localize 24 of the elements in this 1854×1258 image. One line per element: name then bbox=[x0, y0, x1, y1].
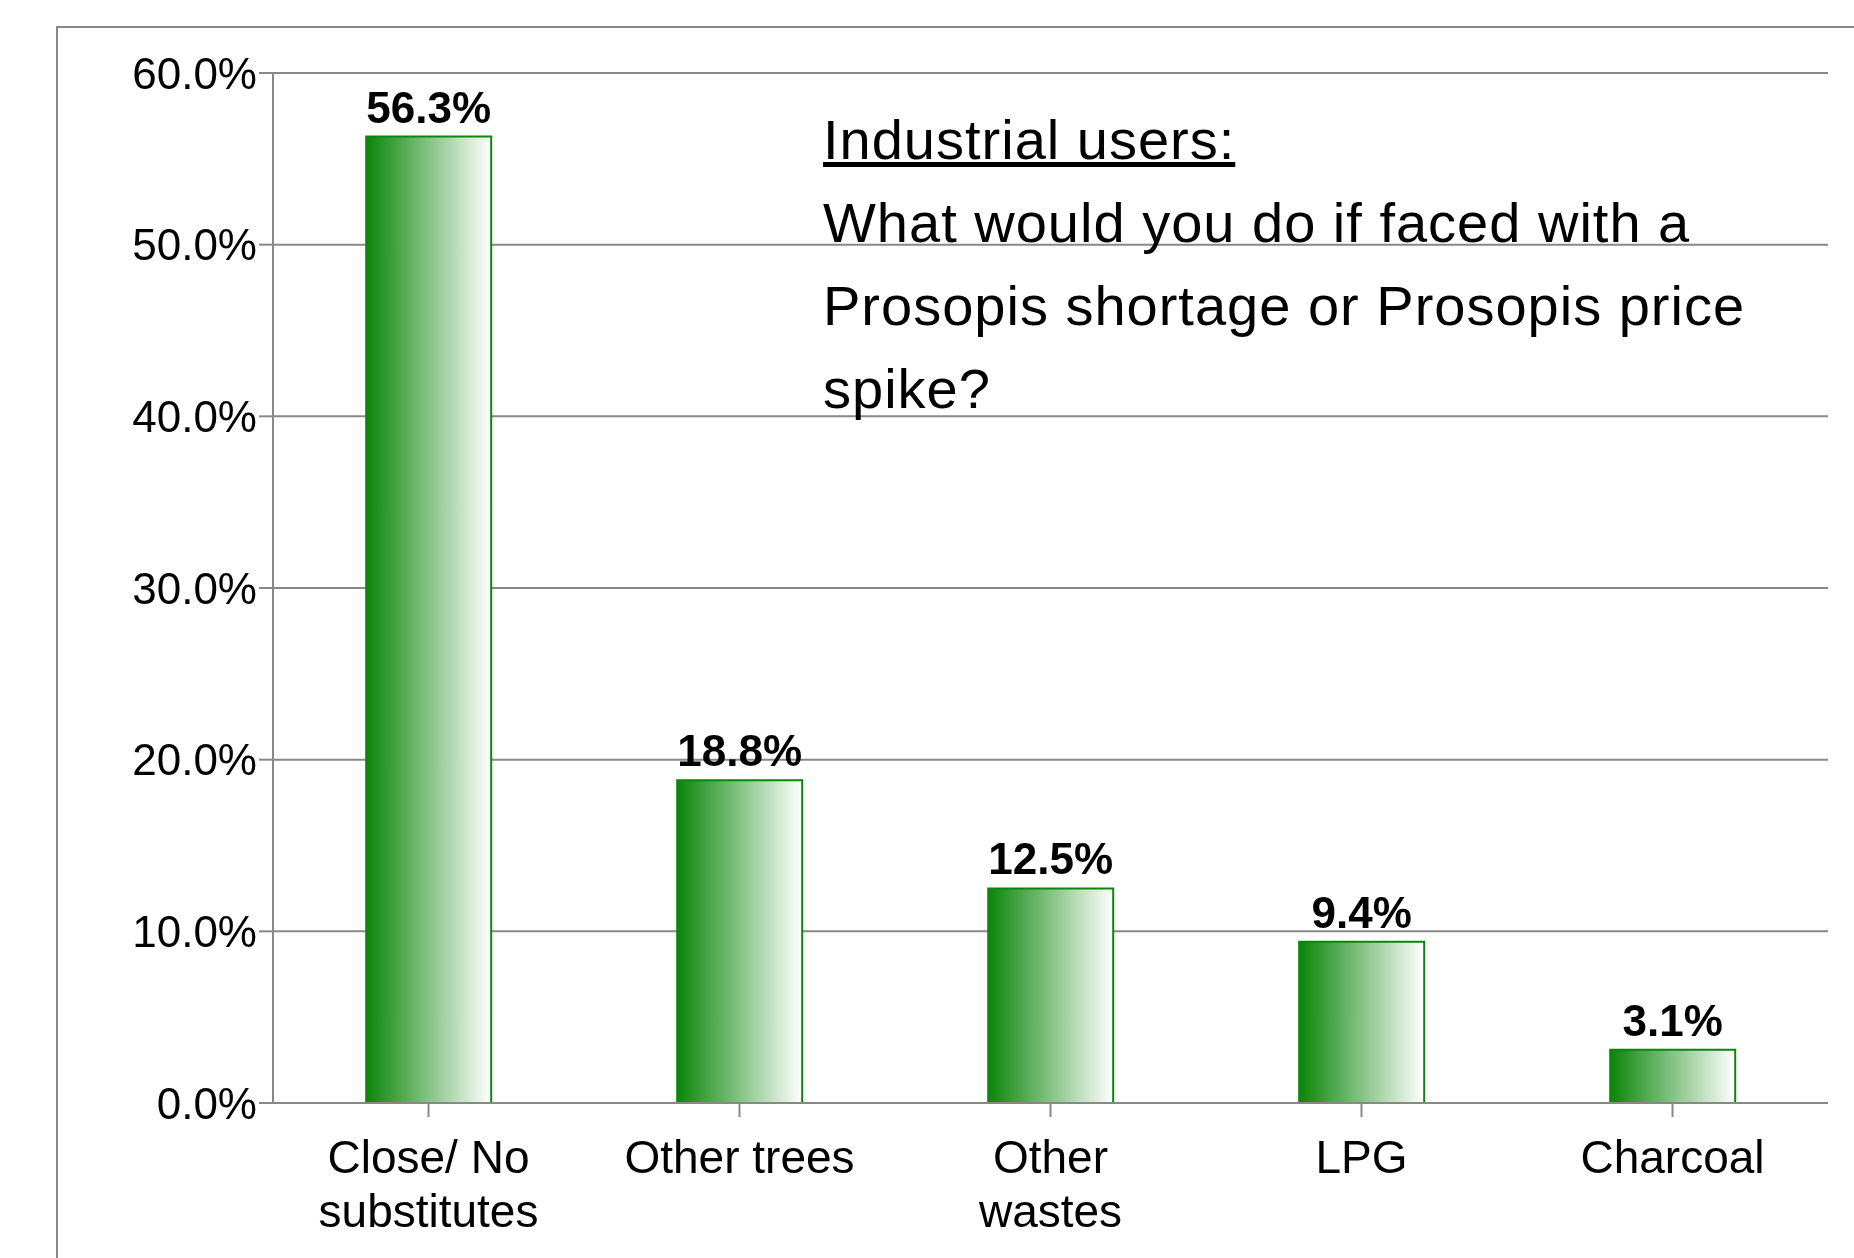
y-tick-label: 10.0% bbox=[132, 906, 257, 956]
annotation: Industrial users: bbox=[823, 107, 1237, 173]
y-tick-label: 0.0% bbox=[156, 1078, 257, 1128]
bar bbox=[1298, 940, 1426, 1103]
data-label: 3.1% bbox=[1622, 995, 1723, 1045]
data-label: 56.3% bbox=[366, 82, 492, 132]
x-tick-label: Charcoal bbox=[1580, 1131, 1765, 1183]
x-tick-label: Other trees bbox=[624, 1131, 855, 1183]
bar bbox=[1609, 1048, 1737, 1103]
y-tick-label: 30.0% bbox=[132, 563, 257, 613]
y-tick-label: 20.0% bbox=[132, 735, 257, 785]
data-label: 12.5% bbox=[988, 834, 1114, 884]
bar bbox=[676, 779, 804, 1103]
x-tick-label: LPG bbox=[1315, 1131, 1408, 1183]
bar bbox=[365, 135, 493, 1103]
bar bbox=[987, 887, 1115, 1103]
y-tick-label: 50.0% bbox=[132, 220, 257, 270]
y-tick-label: 60.0% bbox=[132, 48, 257, 98]
x-tick-label: Other wastes bbox=[977, 1131, 1123, 1237]
data-label: 9.4% bbox=[1311, 887, 1412, 937]
y-tick-label: 40.0% bbox=[132, 391, 257, 441]
annotation: What would you do if faced with a Prosopis shortage or Prosopis price spike? bbox=[823, 190, 1747, 422]
data-label: 18.8% bbox=[677, 726, 803, 776]
x-tick-label: Close/ No substitutes bbox=[318, 1131, 539, 1237]
